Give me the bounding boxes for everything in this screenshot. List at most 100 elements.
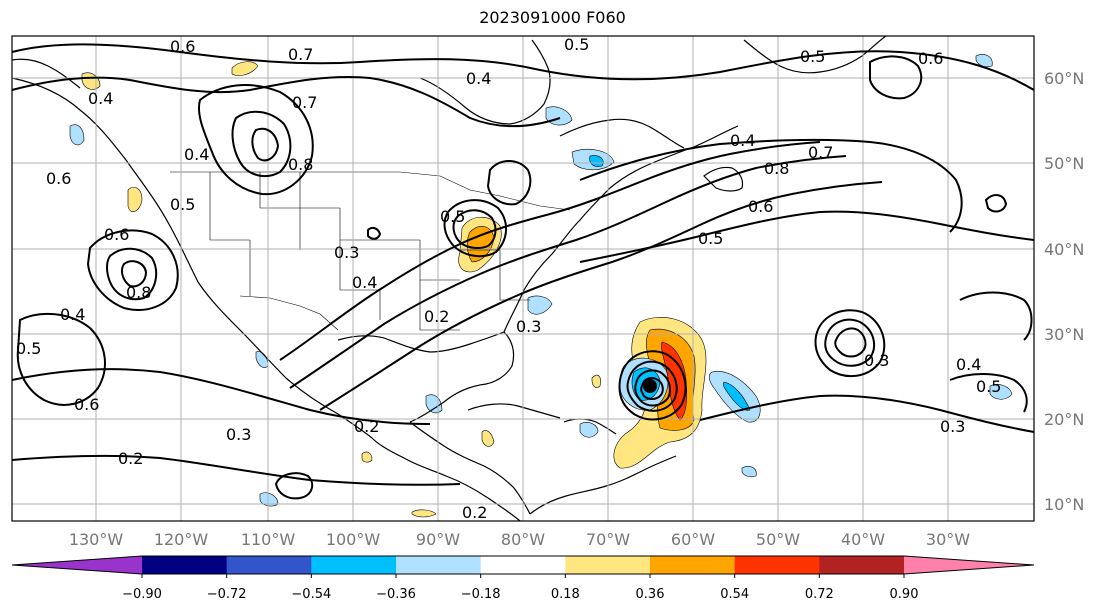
lon-label: 30°W <box>926 530 970 549</box>
contour-label-group: 0.6 0.7 0.4 0.5 0.8 0.4 0.7 0.6 0.5 0.4 … <box>16 35 1001 522</box>
contour-label: 0.4 <box>730 131 755 150</box>
borders <box>170 171 571 331</box>
coast-hudson <box>419 39 551 125</box>
contour-north-2 <box>11 75 561 128</box>
colorbar-segment <box>226 556 312 574</box>
contour-west-loop <box>16 312 106 406</box>
contour-label: 0.5 <box>440 207 465 226</box>
shade-negative-labrador-core <box>589 155 604 167</box>
colorbar-segment <box>311 556 397 574</box>
colorbar-extend-low <box>12 556 142 574</box>
lon-label: 120°W <box>154 530 209 549</box>
contour-label: 0.7 <box>292 93 317 112</box>
contour-label: 0.6 <box>104 225 129 244</box>
shade-negative-pacific1 <box>69 124 85 146</box>
coast-newfoundland <box>703 166 744 192</box>
colorbar-tick-label: −0.36 <box>376 587 416 602</box>
contour-label: 0.6 <box>918 49 943 68</box>
colorbar-segment <box>734 556 820 574</box>
coastlines <box>11 35 887 522</box>
lat-label: 60°N <box>1044 69 1084 88</box>
contour-low-west <box>198 84 314 196</box>
lat-label: 40°N <box>1044 240 1084 259</box>
contour-label: 0.4 <box>184 145 209 164</box>
colorbar-tick-label: 0.36 <box>636 587 665 602</box>
lat-label: 20°N <box>1044 410 1084 429</box>
colorbar-segment <box>565 556 651 574</box>
lon-label: 100°W <box>326 530 381 549</box>
contour-label: 0.4 <box>60 305 85 324</box>
contour-label: 0.6 <box>46 169 71 188</box>
colorbar-tick-label: −0.72 <box>207 587 247 602</box>
contour-hurricane-3 <box>634 369 671 407</box>
lat-label: 30°N <box>1044 325 1084 344</box>
coast-labrador <box>559 118 685 149</box>
coast-alaska <box>11 58 81 89</box>
border-us-mexico <box>239 295 339 331</box>
shade-positive-south <box>361 451 373 463</box>
shade-negative-east-atlantic-core <box>723 381 751 411</box>
colorbar-tick-label: 0.90 <box>890 587 919 602</box>
contour-ring-east <box>984 194 1008 213</box>
contour-hurricane-4 <box>640 377 664 400</box>
colorbar-tick-label: −0.18 <box>461 587 501 602</box>
contour-mid-atlantic-ring3 <box>834 327 867 358</box>
lon-label: 110°W <box>241 530 296 549</box>
shade-positive-west3 <box>231 61 259 76</box>
colorbar-segment <box>650 556 736 574</box>
contour-ring-small1 <box>274 472 314 500</box>
contour-label: 0.2 <box>118 449 143 468</box>
contour-high-pacific <box>86 229 179 311</box>
colorbar-tick-label: −0.90 <box>122 587 162 602</box>
shade-positive-west1 <box>127 187 143 212</box>
contour-label: 0.8 <box>288 155 313 174</box>
border-state4 <box>339 240 381 320</box>
longitude-labels: 130°W 120°W 110°W 100°W 90°W 80°W 70°W 6… <box>69 530 970 549</box>
shade-negative-carib <box>579 422 599 438</box>
contour-subtropic-2 <box>699 394 1035 433</box>
contour-label: 0.3 <box>864 351 889 370</box>
contour-label: 0.3 <box>940 417 965 436</box>
contour-high-pacific-inner <box>106 247 158 301</box>
contour-jet-1 <box>279 141 821 361</box>
shade-negative-far-east <box>989 384 1013 400</box>
contour-low-west-core <box>251 127 280 162</box>
contour-label: 0.5 <box>698 229 723 248</box>
lon-label: 70°W <box>586 530 630 549</box>
shade-negative-mid <box>741 466 757 478</box>
contour-label: 0.8 <box>764 159 789 178</box>
border-state5 <box>380 239 460 281</box>
shade-positive-carib <box>481 430 495 447</box>
contour-low-west-inner <box>231 110 292 178</box>
border-state2 <box>259 172 301 250</box>
contour-east-high <box>869 55 923 100</box>
border-state1 <box>209 172 251 296</box>
contour-north-1 <box>11 43 1035 91</box>
contour-far-east <box>959 291 1033 341</box>
border-state7 <box>460 249 530 301</box>
colorbar-segment <box>480 556 566 574</box>
colorbar: −0.90 −0.72 −0.54 −0.36 −0.18 0.18 0.36 0.54 0.7… <box>11 555 1035 602</box>
contour-east-loop <box>579 138 963 233</box>
contours <box>11 43 1035 500</box>
contour-label: 0.6 <box>74 395 99 414</box>
contour-label: 0.3 <box>334 243 359 262</box>
graticule <box>12 36 1034 521</box>
contour-label: 0.6 <box>170 37 195 56</box>
lon-label: 90°W <box>416 530 460 549</box>
contour-label: 0.4 <box>466 69 491 88</box>
colorbar-segment <box>142 556 228 574</box>
colorbar-tick-label: 0.72 <box>805 587 834 602</box>
coast-cuba <box>467 403 561 419</box>
lon-label: 80°W <box>501 530 545 549</box>
colorbar-tick-label: 0.54 <box>720 587 749 602</box>
contour-label: 0.4 <box>352 273 377 292</box>
coast-hispaniola <box>563 418 617 435</box>
contour-label: 0.4 <box>88 89 113 108</box>
contour-hurricane-1 <box>618 350 687 421</box>
lat-label: 10°N <box>1044 495 1084 514</box>
lat-label: 50°N <box>1044 154 1084 173</box>
lon-label: 40°W <box>841 530 885 549</box>
contour-jet-3 <box>319 181 883 411</box>
